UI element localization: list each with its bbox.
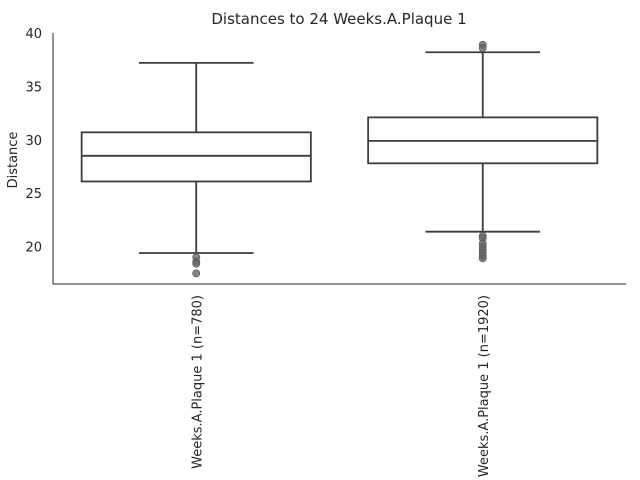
outlier-point	[478, 44, 487, 52]
y-axis-label: Distance	[6, 132, 21, 189]
plot-area: 20 25 30 35 40 Weeks.A.Plaque 1 (n=780) Weeks.…	[25, 27, 626, 477]
y-tick-label: 35	[25, 80, 42, 95]
y-tick-label: 40	[25, 27, 42, 42]
chart-title: Distances to 24 Weeks.A.Plaque 1	[211, 10, 466, 28]
y-tick-label: 20	[25, 241, 42, 256]
y-tick-label: 25	[25, 187, 42, 202]
outlier-point	[192, 269, 201, 278]
outlier-point	[478, 254, 487, 263]
box-iqr	[80, 131, 312, 183]
x-tick-label: Weeks.A.Plaque 1 (n=1920)	[477, 295, 492, 477]
outlier-point	[192, 259, 201, 268]
y-tick-label: 30	[25, 134, 42, 149]
x-tick-label: Weeks.A.Plaque 1 (n=780)	[190, 295, 205, 469]
